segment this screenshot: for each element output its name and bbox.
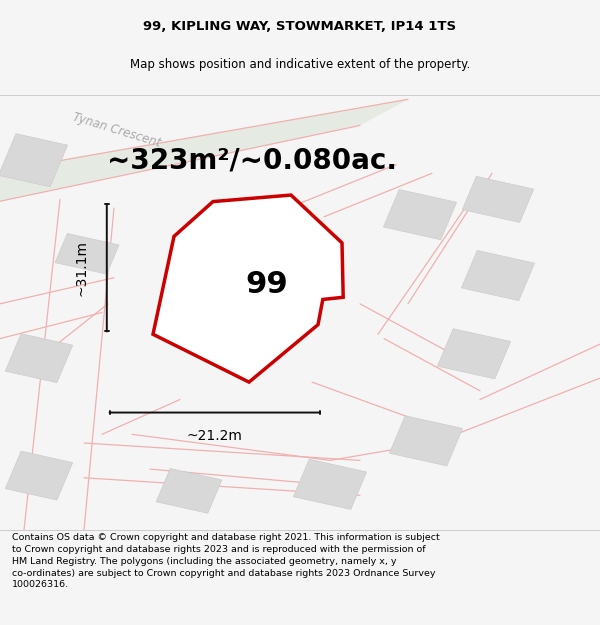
Text: Contains OS data © Crown copyright and database right 2021. This information is : Contains OS data © Crown copyright and d… <box>12 533 440 589</box>
Bar <box>5 334 73 382</box>
Bar <box>5 451 73 500</box>
Text: ~323m²/~0.080ac.: ~323m²/~0.080ac. <box>107 146 397 174</box>
Bar <box>0 134 68 187</box>
Text: ~21.2m: ~21.2m <box>187 429 243 444</box>
Bar <box>437 329 511 379</box>
Text: ~31.1m: ~31.1m <box>74 240 89 296</box>
Polygon shape <box>153 195 343 382</box>
Text: 99: 99 <box>245 270 289 299</box>
Text: 99, KIPLING WAY, STOWMARKET, IP14 1TS: 99, KIPLING WAY, STOWMARKET, IP14 1TS <box>143 20 457 33</box>
Polygon shape <box>0 99 408 204</box>
Bar <box>462 176 534 222</box>
Bar <box>389 416 463 466</box>
Bar <box>293 459 367 509</box>
Text: Map shows position and indicative extent of the property.: Map shows position and indicative extent… <box>130 58 470 71</box>
Bar <box>383 189 457 240</box>
Bar <box>55 234 119 274</box>
Text: Tynan Crescent: Tynan Crescent <box>71 110 163 149</box>
Bar <box>164 276 250 344</box>
Bar <box>156 469 222 513</box>
Bar <box>461 251 535 301</box>
